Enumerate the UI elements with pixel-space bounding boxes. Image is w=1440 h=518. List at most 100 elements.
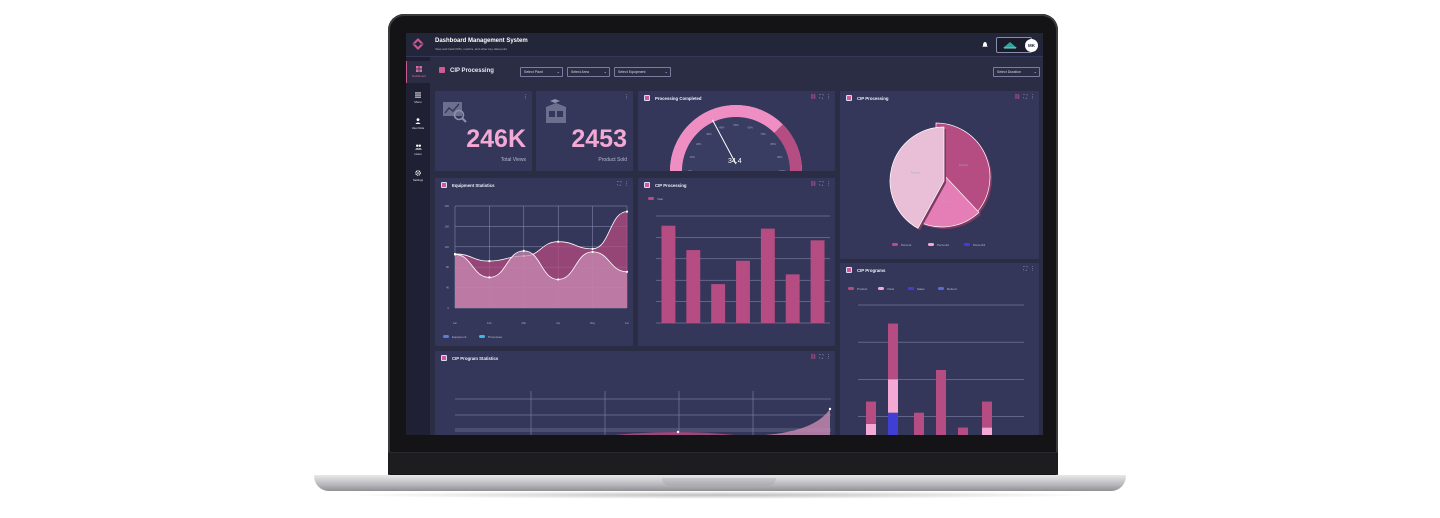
gauge-tick-label: 40% xyxy=(719,125,725,129)
bar xyxy=(711,284,726,323)
user-icon xyxy=(415,118,421,124)
bar-segment xyxy=(958,427,968,435)
sidebar-item-label: Settings xyxy=(412,178,424,182)
avatar[interactable]: MK xyxy=(1025,39,1038,52)
more-icon[interactable]: ⋮ xyxy=(1030,266,1035,272)
line-chart xyxy=(455,391,832,435)
dashboard-screen: Dashboard Management System View and tra… xyxy=(406,33,1043,435)
card-tools: ⛶ ⋮ xyxy=(1020,266,1035,272)
bell-icon[interactable] xyxy=(982,41,988,48)
sidebar-item-label: Users xyxy=(414,152,422,156)
programs-card: CIP Programs ⛶ ⋮ Product Visits Sales Refund xyxy=(840,263,1039,435)
legend-swatch xyxy=(908,287,914,290)
legend-label: Equipment xyxy=(452,335,467,339)
y-tick-label: 160 xyxy=(445,224,450,228)
y-tick-label: 0 xyxy=(448,306,450,310)
kpi-label: Product Sold xyxy=(598,157,627,163)
laptop-notch xyxy=(662,478,776,486)
sidebar-item-users[interactable]: Users xyxy=(406,139,430,161)
legend-label: Percent3 xyxy=(973,243,985,247)
card-title: CIP Processing xyxy=(655,183,687,188)
link-icon[interactable]: ⛓ xyxy=(1014,94,1021,100)
gauge-tick-label: 20% xyxy=(696,142,702,146)
bar xyxy=(661,225,676,323)
data-point xyxy=(557,278,560,281)
sidebar-item-label: User Role xyxy=(411,126,425,130)
bar-segment xyxy=(866,401,876,424)
link-icon[interactable]: ⛓ xyxy=(810,354,817,360)
card-tools: ⛓ ⛶ ⋮ xyxy=(807,94,831,100)
card-icon xyxy=(846,95,852,101)
sidebar-item-dashboard[interactable]: Dashboard xyxy=(406,61,430,83)
pie-slice xyxy=(935,122,991,217)
menu-icon xyxy=(415,92,421,98)
bar xyxy=(785,274,800,323)
stacked-bar-chart: Product Visits Sales Refund xyxy=(848,287,1024,435)
bar-segment xyxy=(936,370,946,435)
sidebar-item-label: Dashboard xyxy=(412,74,426,78)
expand-icon[interactable]: ⛶ xyxy=(819,354,823,360)
data-point xyxy=(591,247,594,250)
legend-swatch xyxy=(479,335,485,338)
app-subtitle: View and track KPIs, metrics, and other … xyxy=(435,47,507,51)
kpi-value: 246K xyxy=(466,125,526,153)
more-icon[interactable]: ⋮ xyxy=(523,94,528,100)
gauge-band xyxy=(670,105,783,171)
gauge-tick-label: 50% xyxy=(733,123,739,127)
pie-slice xyxy=(889,126,945,229)
data-point xyxy=(591,250,594,253)
data-point xyxy=(453,253,457,256)
page-title-icon xyxy=(439,67,445,73)
legend-label: Processes xyxy=(488,335,503,339)
more-icon[interactable]: ⋮ xyxy=(826,181,831,187)
select-duration[interactable]: Select Duration ⌄ xyxy=(993,67,1040,77)
sidebar-item-user-role[interactable]: User Role xyxy=(406,113,430,135)
x-tick-label: May xyxy=(590,321,596,325)
legend-swatch xyxy=(892,243,898,246)
more-icon[interactable]: ⋮ xyxy=(624,94,629,100)
expand-icon[interactable]: ⛶ xyxy=(1023,94,1027,100)
link-icon[interactable]: ⛓ xyxy=(810,181,817,187)
bar xyxy=(760,228,775,323)
pie-slice-label: Percent xyxy=(941,199,950,203)
bar-segment xyxy=(888,412,898,435)
kpi-card-sold: ⋮ 2453 Product Sold xyxy=(536,91,633,171)
sidebar-item-settings[interactable]: Settings xyxy=(406,165,430,187)
more-icon[interactable]: ⋮ xyxy=(624,181,629,187)
card-tools: ⛓ ⛶ ⋮ xyxy=(807,354,831,360)
expand-icon[interactable]: ⛶ xyxy=(1023,266,1027,272)
card-icon xyxy=(441,355,447,361)
link-icon[interactable]: ⛓ xyxy=(810,94,817,100)
legend-swatch xyxy=(938,287,944,290)
brand-logo-icon xyxy=(1003,42,1017,49)
card-title: CIP Program Statistics xyxy=(452,356,499,361)
bar-segment xyxy=(982,427,992,435)
more-icon[interactable]: ⋮ xyxy=(1030,94,1035,100)
card-tools: ⛶ ⋮ xyxy=(614,181,629,187)
gauge-chart: 0% 10% 20% 30% 40% 50% 60% 70% 80% 90% 100% xyxy=(670,105,802,171)
card-title: CIP Programs xyxy=(857,268,886,273)
dashboard-icon xyxy=(416,66,422,72)
expand-icon[interactable]: ⛶ xyxy=(617,181,621,187)
bar-chart: Year xyxy=(648,197,830,324)
top-bar: Dashboard Management System View and tra… xyxy=(406,33,1043,57)
more-icon[interactable]: ⋮ xyxy=(826,354,831,360)
select-plant[interactable]: Select Plant ⌄ xyxy=(520,67,563,77)
legend-swatch xyxy=(964,243,970,246)
card-icon xyxy=(644,95,650,101)
more-icon[interactable]: ⋮ xyxy=(826,94,831,100)
select-area[interactable]: Select Area ⌄ xyxy=(567,67,610,77)
expand-icon[interactable]: ⛶ xyxy=(819,181,823,187)
bar-segment xyxy=(888,379,898,413)
expand-icon[interactable]: ⛶ xyxy=(819,94,823,100)
gauge-face xyxy=(682,117,790,171)
card-title: CIP Processing xyxy=(857,96,889,101)
app-logo-icon[interactable] xyxy=(412,38,424,50)
sidebar-item-menu[interactable]: Menu xyxy=(406,87,430,109)
legend-label: Visits xyxy=(887,287,895,291)
gauge-tick-label: 90% xyxy=(777,155,783,159)
select-equipment[interactable]: Select Equipment ⌄ xyxy=(614,67,671,77)
page-title: CIP Processing xyxy=(450,68,494,74)
legend-label: Sales xyxy=(917,287,925,291)
card-title: Equipment Statistics xyxy=(452,183,495,188)
